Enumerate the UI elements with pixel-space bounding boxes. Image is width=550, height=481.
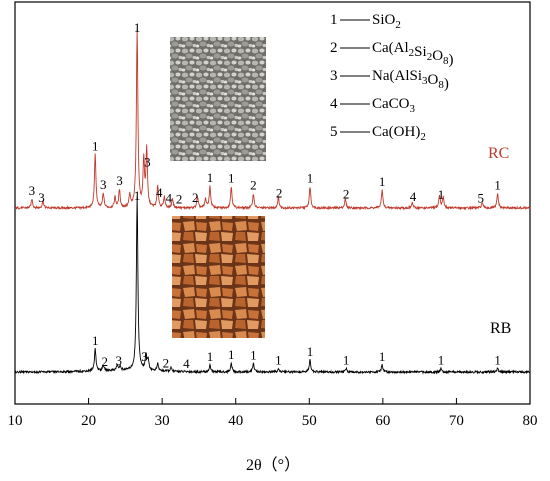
- peak-label: 2: [102, 354, 109, 369]
- legend-formula: Ca(Al2Si2O8): [372, 40, 454, 68]
- peak-label: 1: [307, 344, 314, 359]
- x-tick-label: 10: [8, 413, 23, 429]
- photo-brick-aggregate: [172, 216, 265, 338]
- peak-label: 1: [379, 349, 386, 364]
- legend-formula: Ca(OH)2: [372, 124, 426, 143]
- series-rb-line: [14, 196, 531, 375]
- series-label-rb: RB: [490, 320, 511, 337]
- peak-label: 4: [156, 185, 163, 200]
- peak-label: 1: [134, 188, 141, 203]
- peak-label: 3: [116, 173, 123, 188]
- peak-label: 2: [343, 187, 350, 202]
- peak-label: 1: [250, 347, 257, 362]
- peak-label: 2: [192, 190, 199, 205]
- rb-peak-labels: 12 313 2 4 1 1 1 111 1 1 1: [92, 188, 501, 371]
- peak-label: 4: [166, 191, 173, 206]
- peak-label: 1: [92, 138, 99, 153]
- legend-formula: SiO2: [372, 12, 401, 31]
- peak-label: 1: [275, 352, 282, 367]
- peak-label: 3: [29, 183, 36, 198]
- peak-label: 1: [494, 353, 501, 368]
- peak-label: 5: [477, 191, 484, 206]
- peak-label: 1: [228, 347, 235, 362]
- legend-number: 5: [330, 124, 338, 140]
- peak-label: 1: [494, 178, 501, 193]
- x-axis: 10 20 30 40 50 60 70 80: [8, 398, 538, 429]
- peak-label: 2: [250, 178, 257, 193]
- peak-label: 1: [438, 353, 445, 368]
- peak-label: 3: [100, 177, 107, 192]
- series-label-rc: RC: [488, 145, 509, 162]
- peak-label: 3: [38, 190, 45, 205]
- legend-number: 1: [330, 12, 338, 28]
- peak-label: 3: [144, 154, 151, 169]
- photo-gray-aggregate: [170, 37, 266, 161]
- peak-label: 1: [134, 20, 141, 35]
- peak-label: 2: [176, 192, 183, 207]
- x-tick-label: 70: [449, 413, 464, 429]
- peak-label: 1: [307, 171, 314, 186]
- x-axis-title: 2θ（°）: [246, 456, 300, 474]
- peak-label: 4: [183, 356, 190, 371]
- peak-label: 4: [410, 189, 417, 204]
- x-tick-label: 30: [155, 413, 170, 429]
- peak-label: 1: [207, 349, 214, 364]
- series-rc-line: [14, 29, 531, 211]
- plot-frame: [14, 1, 531, 405]
- legend-number: 2: [330, 40, 338, 56]
- peak-label: 1: [438, 187, 445, 202]
- x-tick-label: 20: [81, 413, 96, 429]
- peak-label: 1: [207, 170, 214, 185]
- legend-number: 3: [330, 68, 338, 84]
- peak-label: 3: [115, 353, 122, 368]
- legend-number: 4: [330, 96, 338, 112]
- legend-formula: Na(AlSi3O8): [372, 68, 449, 92]
- peak-label: 1: [379, 174, 386, 189]
- peak-label: 2: [163, 356, 170, 371]
- legend-formula: CaCO3: [372, 96, 416, 115]
- x-tick-label: 40: [228, 413, 243, 429]
- peak-label: 3: [141, 349, 148, 364]
- peak-label: 2: [276, 186, 283, 201]
- x-tick-label: 60: [375, 413, 390, 429]
- peak-label: 1: [228, 171, 235, 186]
- x-tick-label: 50: [302, 413, 317, 429]
- legend: 1 SiO2 2 Ca(Al2Si2O8) 3 Na(AlSi3O8) 4 CaCO3 5 Ca(…: [330, 12, 454, 143]
- x-tick-label: 80: [523, 413, 538, 429]
- peak-label: 1: [343, 353, 350, 368]
- peak-label: 1: [92, 333, 99, 348]
